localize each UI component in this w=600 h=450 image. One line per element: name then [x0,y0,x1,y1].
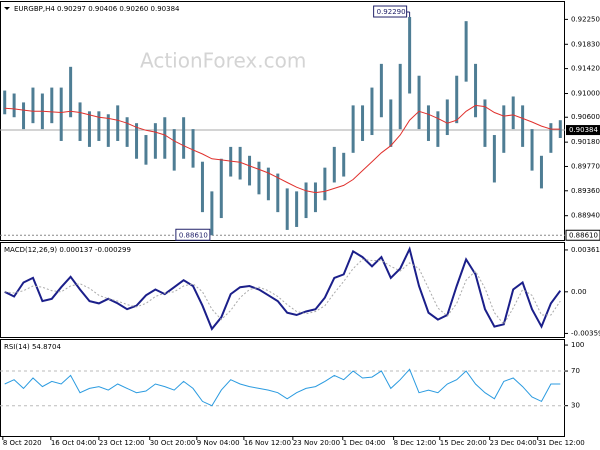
low-box [175,228,211,241]
watermark: ActionForex.com [140,49,306,73]
x-tick-label: 31 Dec 12:00 [538,439,585,447]
y-tick-label: 0.92250 [571,15,600,23]
panel-frame [0,1,565,241]
x-tick-label: 16 Nov 12:00 [244,439,291,447]
panel-title: EURGBP,H4 0.90297 0.90406 0.90260 0.9038… [14,5,180,13]
symbol-icon [4,7,10,10]
x-tick-label: 16 Oct 04:00 [51,439,97,447]
x-tick-label: 23 Nov 20:00 [293,439,340,447]
x-tick-label: 9 Nov 04:00 [197,439,240,447]
y-tick-label: 0.89360 [571,187,600,195]
y-tick-label: 0.89770 [571,162,600,170]
x-tick-label: 30 Oct 20:00 [150,439,196,447]
y-tick-label: 30 [571,402,580,410]
y-tick-label: 0.91830 [571,40,600,48]
y-tick-label: 0.90180 [571,138,600,146]
series-line [4,104,561,194]
panel-title: MACD(12,26,9) 0.000137 -0.000299 [4,246,131,254]
low-axis-label: 0.88610 [569,231,598,239]
y-tick-label: 0.88940 [571,212,600,220]
price-label: 0.90384 [569,126,598,134]
y-tick-label: 0.91000 [571,90,600,98]
panel-frame [0,339,565,437]
panel-frame [0,242,565,338]
panel-title: RSI(14) 54.8704 [4,343,61,351]
series-line [4,246,562,331]
x-tick-label: 23 Dec 04:00 [490,439,537,447]
y-tick-label: -0.003592 [571,329,600,337]
low-label: 0.88610 [179,231,208,239]
series-line [4,368,561,407]
y-tick-label: 0.00 [571,288,587,296]
y-tick-label: 0.90600 [571,113,600,121]
high-label: 0.92290 [377,8,406,16]
y-tick-label: 0.91420 [571,65,600,73]
y-tick-label: 100 [571,341,584,349]
low-axis-box [565,229,600,241]
x-tick-label: 23 Oct 12:00 [99,439,145,447]
x-tick-label: 8 Oct 2020 [3,439,42,447]
price-label-box [566,125,600,136]
high-box [373,5,408,18]
x-tick-label: 1 Dec 04:00 [343,439,386,447]
y-tick-label: 70 [571,367,580,375]
x-tick-label: 15 Dec 20:00 [440,439,487,447]
x-tick-label: 8 Dec 12:00 [394,439,437,447]
y-tick-label: 0.003615 [571,246,600,254]
